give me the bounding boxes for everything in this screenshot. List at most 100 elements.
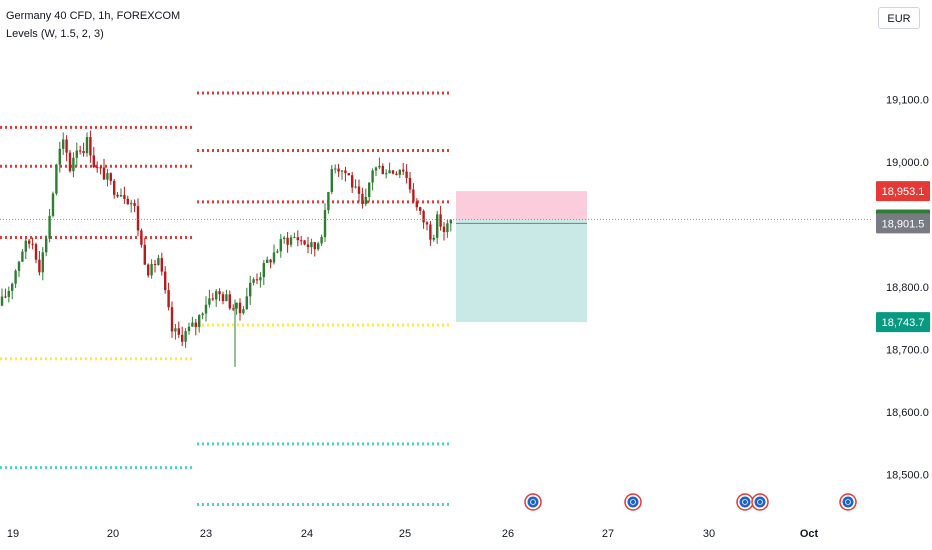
candle-body [24,240,27,252]
event-marker-icon[interactable] [736,493,754,511]
candle [225,289,228,302]
candle [238,298,242,321]
candle-body [334,168,337,170]
candle [320,234,323,247]
candle-body [225,294,228,302]
currency-button[interactable]: EUR [878,7,920,29]
candle [368,182,371,203]
event-marker-icon[interactable] [839,493,857,511]
candle [232,304,235,312]
candle [136,198,140,237]
candle [79,145,82,155]
candle-body [204,304,208,314]
candle [330,165,333,195]
indicator-label[interactable]: Levels (W, 1.5, 2, 3) [6,28,104,40]
candle-body [408,177,412,190]
candle [116,192,119,199]
x-tick-label: 26 [502,528,514,540]
candle [289,234,293,248]
candle-body [422,210,425,223]
candle-body [238,302,242,314]
candle [24,238,27,260]
candle [0,288,4,307]
candle-body [313,242,316,250]
candle-body [385,173,388,175]
y-tick-label: 19,000.0 [886,157,929,169]
event-marker-icon[interactable] [524,493,542,511]
candle [34,242,38,264]
x-tick-label: 25 [399,528,411,540]
candle [28,238,31,249]
candle-body [89,137,92,156]
candle [174,323,177,340]
candle [4,288,7,299]
candle [109,172,112,185]
candle [337,163,340,177]
candle-body [116,194,119,197]
candle-body [276,251,279,253]
position-zones [456,191,587,323]
candle-body [439,214,442,227]
candle [72,152,75,178]
candle [187,322,191,335]
candle-body [7,290,10,297]
candle [85,132,89,157]
candle-body [99,167,102,169]
candle [177,321,180,339]
candle-body [164,271,167,291]
event-marker-icon[interactable] [751,493,769,511]
candle-body [235,302,238,309]
candle-body [371,170,374,183]
candle-body [48,215,51,239]
candle-body [317,243,320,250]
candle [201,312,204,320]
time-axis: 19 20 23 24 25 26 27 30 Oct [7,528,819,540]
candle [269,258,272,269]
event-marker-star [845,499,851,505]
y-tick-label: 18,800.0 [886,282,929,294]
candle [221,291,225,305]
candle [194,318,197,336]
candle [317,241,320,251]
candle [89,130,92,163]
candle-body [79,150,82,152]
candle-body [170,307,174,332]
candle [160,252,163,276]
event-marker-icon[interactable] [624,493,642,511]
y-tick-label: 18,500.0 [886,469,929,481]
candle-body [289,237,293,245]
price-label-text: 18,743.7 [882,317,925,329]
candle-body [96,167,99,169]
candle-body [340,170,344,172]
candle-body [272,252,276,263]
candle-body [38,259,41,273]
candle [436,210,439,244]
candle-body [17,261,21,271]
candle [306,236,310,254]
candle-body [293,237,296,239]
candle [143,237,146,265]
x-tick-label: 19 [7,528,19,540]
candle-body [4,296,7,298]
candle-body [351,175,354,188]
price-label-box [876,213,930,234]
candle [181,326,184,347]
candle-body [374,167,378,171]
candle-body [303,240,306,245]
candle [446,220,449,238]
candle-body [150,264,153,276]
event-marker-star [742,499,748,505]
event-marker-core [842,496,854,508]
candle [198,314,201,333]
candle [204,296,208,322]
candle-body [337,168,340,172]
candle-body [31,243,34,245]
price-label: 18,953.1 [876,181,930,202]
candle [82,142,85,157]
x-tick-label: 20 [107,528,119,540]
candle-body [62,139,65,149]
candle-body [198,315,201,328]
candle [272,244,276,265]
x-tick-label: 23 [200,528,212,540]
